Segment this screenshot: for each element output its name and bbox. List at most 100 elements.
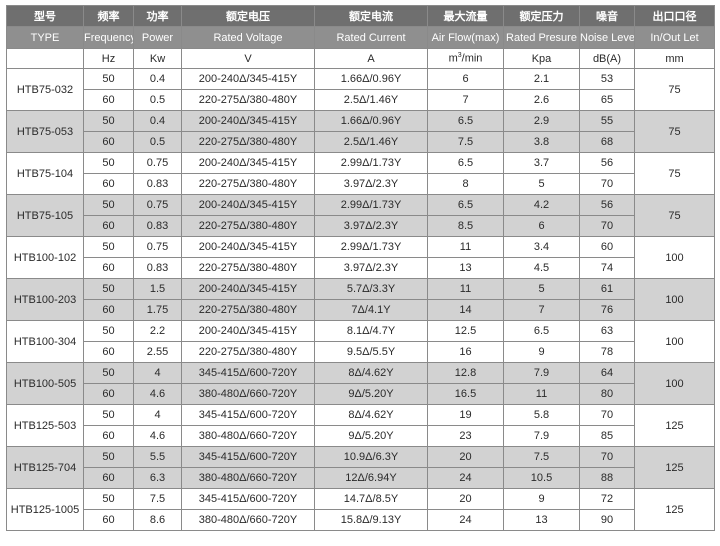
freq-cell: 50 <box>83 236 134 258</box>
model-name-cell: HTB75-032 <box>6 68 84 111</box>
pressure-cell: 2.6 <box>503 89 580 111</box>
model-group: HTB100-102 50 0.75 200-240Δ/345-415Y 2.99Δ/1… <box>6 236 715 279</box>
noise-cell: 56 <box>579 194 635 216</box>
model-group: HTB75-053 50 0.4 200-240Δ/345-415Y 1.66Δ/0.9… <box>6 110 715 153</box>
header-cn-outlet: 出口口径 <box>634 5 715 27</box>
noise-cell: 64 <box>579 362 635 384</box>
unit-type-empty <box>6 48 84 69</box>
header-cn-power: 功率 <box>133 5 182 27</box>
pressure-cell: 7.9 <box>503 425 580 447</box>
outlet-cell: 75 <box>634 152 715 195</box>
unit-pressure: Kpa <box>503 48 580 69</box>
model-name-cell: HTB75-104 <box>6 152 84 195</box>
model-name-cell: HTB100-304 <box>6 320 84 363</box>
voltage-cell: 380-480Δ/660-720Y <box>181 383 315 405</box>
freq-cell: 60 <box>83 425 134 447</box>
table-row: HTB75-032 50 0.4 200-240Δ/345-415Y 1.66Δ/0.9… <box>6 68 715 111</box>
units-body: Hz Kw V A m3/min Kpa dB(A) mm <box>6 48 715 69</box>
unit-airflow: m3/min <box>427 48 504 69</box>
table-row: 60 6.3 380-480Δ/660-720Y 12Δ/6.94Y 24 10.5 88 <box>7 467 715 489</box>
pressure-cell: 2.9 <box>503 110 580 132</box>
outlet-cell: 100 <box>634 362 715 405</box>
unit-noise: dB(A) <box>579 48 635 69</box>
power-cell: 1.5 <box>133 278 182 300</box>
table-row: HTB100-102 50 0.75 200-240Δ/345-415Y 2.99Δ/1… <box>6 236 715 279</box>
model-group: HTB75-105 50 0.75 200-240Δ/345-415Y 2.99Δ/1.… <box>6 194 715 237</box>
outlet-cell: 125 <box>634 488 715 531</box>
current-cell: 15.8Δ/9.13Y <box>314 509 428 531</box>
pressure-cell: 3.8 <box>503 131 580 153</box>
current-cell: 8Δ/4.62Y <box>314 362 428 384</box>
freq-cell: 60 <box>83 383 134 405</box>
unit-airflow-exponent: 3 <box>457 52 462 60</box>
unit-airflow-base: m <box>448 52 458 65</box>
header-en-power: Power <box>133 26 182 49</box>
noise-cell: 78 <box>579 341 635 363</box>
table-row: 60 0.83 220-275Δ/380-480Y 3.97Δ/2.3Y 8.5 6 70 <box>7 215 715 237</box>
noise-cell: 70 <box>579 173 635 195</box>
flow-cell: 13 <box>427 257 504 279</box>
units-row: Hz Kw V A m3/min Kpa dB(A) mm <box>6 48 715 69</box>
noise-cell: 72 <box>579 488 635 510</box>
current-cell: 1.66Δ/0.96Y <box>314 110 428 132</box>
pressure-cell: 7.5 <box>503 446 580 468</box>
unit-voltage: V <box>181 48 315 69</box>
voltage-cell: 200-240Δ/345-415Y <box>181 320 315 342</box>
freq-cell: 60 <box>83 257 134 279</box>
freq-cell: 60 <box>83 215 134 237</box>
pressure-cell: 5.8 <box>503 404 580 426</box>
power-cell: 0.75 <box>133 194 182 216</box>
model-group: HTB75-104 50 0.75 200-240Δ/345-415Y 2.99Δ/1.… <box>6 152 715 195</box>
table-row: 60 4.6 380-480Δ/660-720Y 9Δ/5.20Y 23 7.9 85 <box>7 425 715 447</box>
table-header: 型号 频率 功率 额定电压 额定电流 最大流量 额定压力 噪音 出口口径 TYP… <box>6 5 715 49</box>
voltage-cell: 380-480Δ/660-720Y <box>181 425 315 447</box>
current-cell: 12Δ/6.94Y <box>314 467 428 489</box>
power-cell: 0.75 <box>133 152 182 174</box>
pressure-cell: 4.5 <box>503 257 580 279</box>
current-cell: 1.66Δ/0.96Y <box>314 68 428 90</box>
pressure-cell: 3.4 <box>503 236 580 258</box>
current-cell: 10.9Δ/6.3Y <box>314 446 428 468</box>
power-cell: 7.5 <box>133 488 182 510</box>
unit-frequency: Hz <box>83 48 134 69</box>
freq-cell: 50 <box>83 68 134 90</box>
outlet-cell: 100 <box>634 236 715 279</box>
flow-cell: 6.5 <box>427 152 504 174</box>
voltage-cell: 220-275Δ/380-480Y <box>181 299 315 321</box>
current-cell: 7Δ/4.1Y <box>314 299 428 321</box>
freq-cell: 60 <box>83 89 134 111</box>
current-cell: 3.97Δ/2.3Y <box>314 215 428 237</box>
power-cell: 2.2 <box>133 320 182 342</box>
header-en-airflow: Air Flow(max) <box>427 26 504 49</box>
flow-cell: 11 <box>427 236 504 258</box>
flow-cell: 6 <box>427 68 504 90</box>
table-row: 60 0.5 220-275Δ/380-480Y 2.5Δ/1.46Y 7.5 3.8 68 <box>7 131 715 153</box>
outlet-cell: 75 <box>634 68 715 111</box>
flow-cell: 7 <box>427 89 504 111</box>
flow-cell: 11 <box>427 278 504 300</box>
voltage-cell: 220-275Δ/380-480Y <box>181 89 315 111</box>
model-group: HTB125-704 50 5.5 345-415Δ/600-720Y 10.9Δ/6.… <box>6 446 715 489</box>
noise-cell: 70 <box>579 215 635 237</box>
power-cell: 4 <box>133 362 182 384</box>
pressure-cell: 6 <box>503 215 580 237</box>
noise-cell: 61 <box>579 278 635 300</box>
flow-cell: 14 <box>427 299 504 321</box>
table-row: 60 0.83 220-275Δ/380-480Y 3.97Δ/2.3Y 13 4.5 74 <box>7 257 715 279</box>
current-cell: 3.97Δ/2.3Y <box>314 173 428 195</box>
model-name-cell: HTB75-105 <box>6 194 84 237</box>
table-row: 60 2.55 220-275Δ/380-480Y 9.5Δ/5.5Y 16 9 78 <box>7 341 715 363</box>
table-row: HTB125-704 50 5.5 345-415Δ/600-720Y 10.9Δ/6.… <box>6 446 715 489</box>
noise-cell: 63 <box>579 320 635 342</box>
pressure-cell: 5 <box>503 173 580 195</box>
flow-cell: 12.8 <box>427 362 504 384</box>
voltage-cell: 220-275Δ/380-480Y <box>181 215 315 237</box>
table-row: HTB100-304 50 2.2 200-240Δ/345-415Y 8.1Δ/4.7… <box>6 320 715 363</box>
power-cell: 4.6 <box>133 425 182 447</box>
header-cn-voltage: 额定电压 <box>181 5 315 27</box>
header-row-cn: 型号 频率 功率 额定电压 额定电流 最大流量 额定压力 噪音 出口口径 <box>6 5 715 27</box>
freq-cell: 60 <box>83 341 134 363</box>
current-cell: 2.99Δ/1.73Y <box>314 236 428 258</box>
voltage-cell: 200-240Δ/345-415Y <box>181 152 315 174</box>
pressure-cell: 4.2 <box>503 194 580 216</box>
